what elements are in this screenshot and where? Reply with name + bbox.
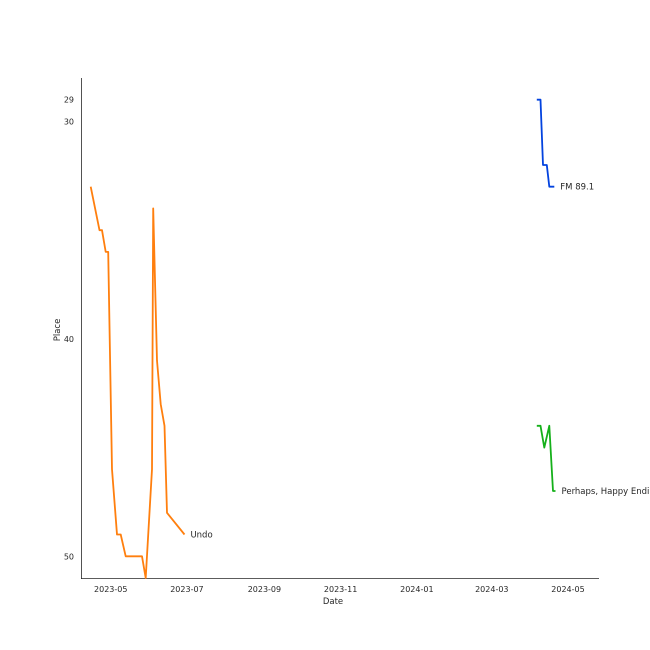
series-line-fm-89-1 (536, 98, 555, 188)
y-axis-ticks: 29 30 40 50 (64, 96, 74, 562)
y-tick-label: 40 (64, 335, 74, 344)
y-tick-label: 50 (64, 552, 74, 561)
x-tick-label: 2023-11 (324, 585, 357, 594)
series-end-label: FM 89.1 (560, 183, 594, 193)
y-axis-title: Place (53, 319, 63, 342)
y-tick-label: 29 (64, 96, 74, 105)
x-axis-ticks: 2023-05 2023-07 2023-09 2023-11 2024-01 2024-… (94, 585, 585, 594)
x-tick-label: 2023-05 (94, 585, 127, 594)
x-tick-label: 2023-09 (248, 585, 281, 594)
axes (81, 78, 599, 579)
series-layer: Undo FM 89.1 Perhaps, Happy Ending (89, 98, 650, 579)
x-axis-title: Date (323, 597, 343, 607)
x-tick-label: 2024-01 (400, 585, 433, 594)
x-tick-label: 2024-03 (475, 585, 508, 594)
series-line-undo (89, 186, 186, 579)
y-tick-label: 30 (64, 117, 74, 126)
series-line-perhaps-happy-ending (536, 424, 556, 492)
series-end-label: Perhaps, Happy Ending (562, 487, 650, 497)
series-end-label: Undo (190, 531, 212, 541)
x-tick-label: 2023-07 (170, 585, 203, 594)
x-tick-label: 2024-05 (551, 585, 584, 594)
